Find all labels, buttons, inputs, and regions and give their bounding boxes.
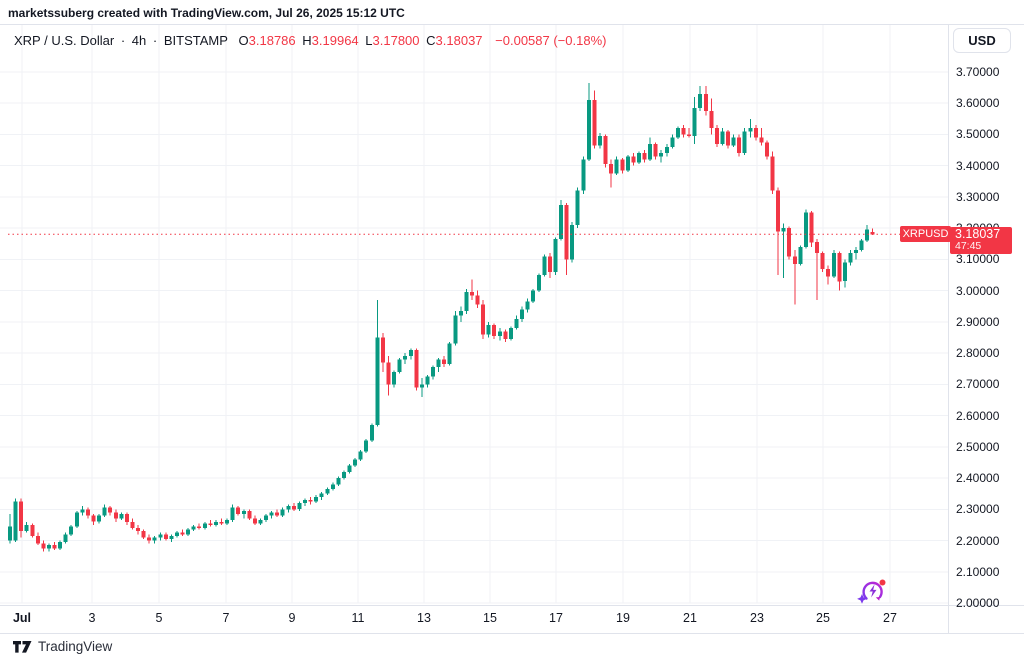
circular-arrow-icon xyxy=(862,581,883,601)
price-tick-label: 2.00000 xyxy=(956,596,1000,610)
symbol-name: XRP / U.S. Dollar xyxy=(14,33,115,48)
price-tick-label: 2.30000 xyxy=(956,502,1000,517)
currency-toggle-button[interactable]: USD xyxy=(953,28,1011,53)
time-tick-label: 13 xyxy=(417,611,431,625)
time-tick-label: 17 xyxy=(549,611,563,625)
price-axis-border xyxy=(948,24,949,633)
bottom-divider xyxy=(0,633,1024,634)
time-tick-label: Jul xyxy=(12,611,32,625)
low-field: L3.17800 xyxy=(365,33,420,48)
refresh-spark-button[interactable] xyxy=(856,576,890,608)
price-tick-label: 2.80000 xyxy=(956,346,1000,361)
close-field: C3.18037 xyxy=(426,33,483,48)
price-tick-label: 2.60000 xyxy=(956,408,1000,423)
time-tick-label: 9 xyxy=(288,611,296,625)
tradingview-mark-icon xyxy=(13,640,32,653)
time-tick-label: 25 xyxy=(816,611,830,625)
top-divider xyxy=(0,24,1024,25)
interval-label: 4h xyxy=(131,33,147,48)
price-tick-label: 2.40000 xyxy=(956,471,1000,486)
time-tick-label: 11 xyxy=(351,611,365,625)
price-tick-label: 3.50000 xyxy=(956,127,1000,142)
time-tick-label: 19 xyxy=(616,611,630,625)
time-tick-label: 23 xyxy=(750,611,764,625)
price-tick-label: 2.20000 xyxy=(956,533,1000,548)
price-tick-label: 3.60000 xyxy=(956,96,1000,111)
tradingview-logo[interactable]: TradingView xyxy=(13,639,112,654)
time-tick-label: 5 xyxy=(155,611,163,625)
time-tick-label: 15 xyxy=(483,611,497,625)
bar-countdown: 47:45 xyxy=(955,239,982,252)
current-price-tag: 3.18037 47:45 xyxy=(950,226,1012,254)
price-tick-label: 3.10000 xyxy=(956,252,1000,267)
tradingview-wordmark: TradingView xyxy=(38,639,113,654)
price-tick-label: 3.00000 xyxy=(956,283,1000,298)
symbol-legend: XRP / U.S. Dollar · 4h · BITSTAMP O3.187… xyxy=(14,33,606,48)
price-tick-label: 2.90000 xyxy=(956,314,1000,329)
legend-separator: · xyxy=(152,33,158,48)
price-tick-label: 2.70000 xyxy=(956,377,1000,392)
exchange-label: BITSTAMP xyxy=(163,33,228,48)
change-value: −0.00587 (−0.18%) xyxy=(495,33,607,48)
current-price-value: 3.18037 xyxy=(955,226,1001,241)
notification-dot xyxy=(879,579,886,586)
price-tick-label: 3.30000 xyxy=(956,189,1000,204)
symbol-price-chip: XRPUSD xyxy=(900,226,951,243)
time-tick-label: 27 xyxy=(883,611,897,625)
price-tick-label: 2.50000 xyxy=(956,439,1000,454)
attribution-text: marketssuberg created with TradingView.c… xyxy=(8,6,405,20)
price-tick-label: 3.40000 xyxy=(956,158,1000,173)
time-tick-label: 7 xyxy=(222,611,230,625)
price-tick-label: 2.10000 xyxy=(956,564,1000,579)
high-field: H3.19964 xyxy=(302,33,359,48)
time-axis-border xyxy=(0,605,1024,606)
legend-separator: · xyxy=(120,33,126,48)
time-tick-label: 21 xyxy=(683,611,697,625)
open-field: O3.18786 xyxy=(238,33,296,48)
price-tick-label: 3.70000 xyxy=(956,65,1000,79)
sparkle-icon xyxy=(857,594,867,604)
time-tick-label: 3 xyxy=(88,611,96,625)
lightning-bolt-icon xyxy=(869,584,877,598)
